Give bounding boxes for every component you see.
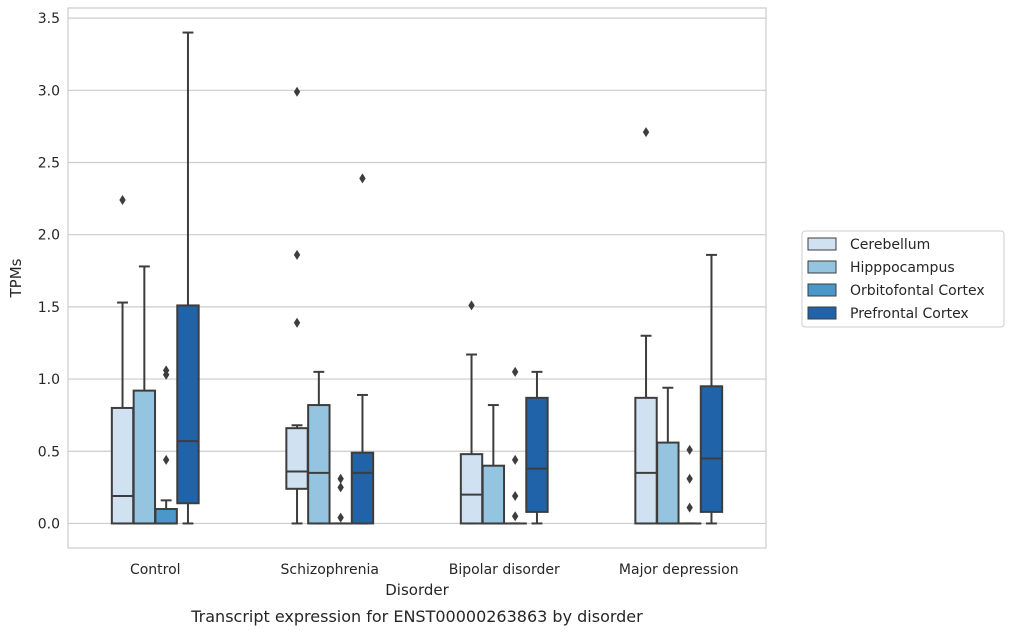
outlier-point [686,444,693,455]
x-axis-label: Disorder [385,581,449,599]
box-body [459,453,484,525]
box-body [307,404,331,525]
outlier-point [642,127,650,138]
box-cerebellum-bipolar-disorder [459,300,484,525]
legend: Cerebellum Hipppocampus Orbitofontal Corte… [801,230,1005,328]
y-tick-label: 2.0 [38,228,60,244]
box-body [110,406,135,525]
outlier-point [511,491,519,502]
outlier-point [162,365,170,376]
box-body [699,385,724,513]
x-tick-label: Major depression [619,562,739,578]
legend-swatch [807,283,837,297]
box-cerebellum-major-depression [634,127,658,525]
box-body [176,304,200,505]
x-tick-label: Control [130,562,181,578]
outlier-point [162,454,170,465]
outlier-point [511,511,519,522]
box-body [350,451,375,525]
box-cerebellum-control [110,195,135,525]
y-tick-label: 3.5 [38,11,60,27]
box-hipppocampus-control [132,265,157,525]
y-tick-label: 0.0 [38,516,60,532]
box-body [285,427,309,490]
box-body [525,396,549,513]
y-tick-label: 2.5 [38,155,60,171]
box-body [154,508,178,525]
outlier-point [359,173,366,184]
outlier-point [511,366,519,377]
outlier-point [337,512,344,523]
outlier-point [686,502,693,513]
box-body [132,389,157,525]
outlier-point [337,473,344,484]
outlier-point [293,249,301,260]
outlier-point [511,454,519,465]
x-tick-labels: Control Schizophrenia Bipolar disorder Majo… [130,562,739,578]
x-tick-label: Bipolar disorder [449,562,560,578]
legend-swatch [807,237,837,251]
legend-swatch [807,260,837,274]
box-prefrontal-cortex-bipolar-disorder [525,370,549,525]
box-prefrontal-cortex-major-depression [699,253,724,525]
legend-label: Orbitofontal Cortex [850,283,985,299]
box-orbitofontal-cortex-control [154,365,178,525]
outlier-point [293,86,301,97]
legend-swatch [807,306,837,320]
box-prefrontal-cortex-schizophrenia [350,173,375,525]
plot-frame [67,7,767,549]
legend-label: Hipppocampus [850,260,955,276]
box-body [481,464,506,525]
y-tick-label: 1.0 [38,372,60,388]
outlier-point [119,195,126,206]
outlier-point [293,317,301,328]
y-axis-label: TPMs [7,258,25,298]
box-hipppocampus-major-depression [656,386,680,525]
chart-caption: Transcript expression for ENST0000026386… [190,607,643,626]
box-hipppocampus-bipolar-disorder [481,404,506,525]
legend-frame [801,230,1005,328]
box-orbitofontal-cortex-major-depression [677,444,702,525]
outlier-point [468,300,475,311]
outlier-point [337,482,344,493]
legend-label: Prefrontal Cortex [850,306,969,322]
y-tick-label: 0.5 [38,444,60,460]
y-tick-label: 1.5 [38,300,60,316]
box-cerebellum-schizophrenia [285,86,309,525]
outlier-point [686,473,693,484]
box-hipppocampus-schizophrenia [307,370,331,525]
y-tick-labels: 0.0 0.5 1.0 1.5 2.0 2.5 3.0 3.5 [38,11,60,532]
box-orbitofontal-cortex-schizophrenia [328,473,353,525]
legend-label: Cerebellum [850,237,930,253]
box-orbitofontal-cortex-bipolar-disorder [503,366,527,525]
y-tick-label: 3.0 [38,83,60,99]
box-body [656,441,680,525]
box-prefrontal-cortex-control [176,31,200,525]
box-body [634,396,658,525]
x-tick-label: Schizophrenia [281,562,379,578]
box-groups [110,31,724,525]
